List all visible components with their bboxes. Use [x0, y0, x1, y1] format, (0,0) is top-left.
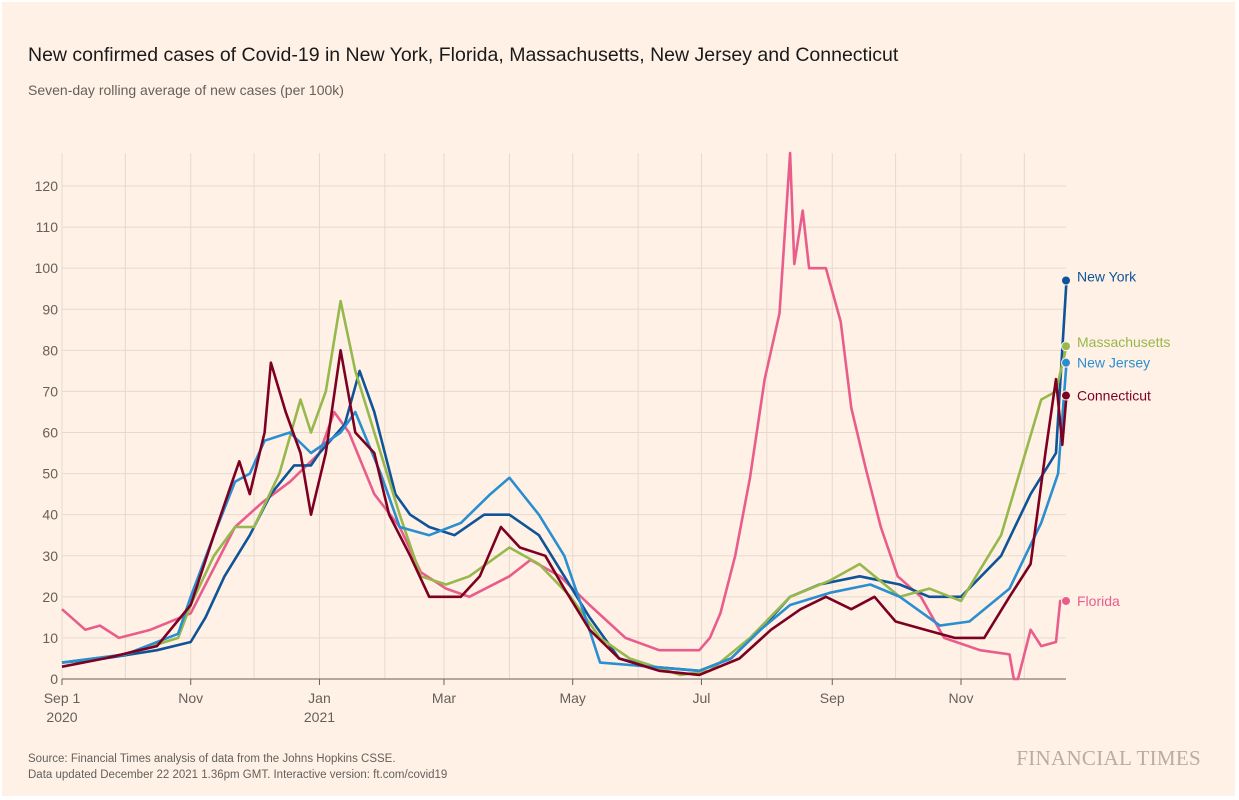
series-label-new-york: New York: [1077, 268, 1137, 284]
y-tick-label: 40: [42, 507, 58, 523]
series-label-connecticut: Connecticut: [1077, 388, 1151, 404]
x-tick-label: Mar: [432, 690, 456, 706]
y-tick-label: 10: [42, 630, 58, 646]
x-tick-year: 2021: [304, 709, 335, 725]
y-tick-label: 0: [50, 671, 58, 687]
y-tick-label: 120: [35, 178, 59, 194]
source-note: Source: Financial Times analysis of data…: [28, 751, 447, 783]
y-tick-label: 110: [36, 219, 59, 235]
y-tick-label: 70: [42, 383, 58, 399]
x-tick-label: May: [559, 690, 585, 706]
chart-title: New confirmed cases of Covid-19 in New Y…: [28, 44, 899, 66]
x-tick-label: Jan: [308, 690, 331, 706]
series-label-florida: Florida: [1077, 593, 1120, 609]
y-tick-label: 20: [42, 589, 58, 605]
y-tick-label: 80: [42, 342, 58, 358]
series-line-massachusetts: [61, 299, 1068, 677]
series-end-marker-new-jersey: [1061, 357, 1071, 368]
series-end-marker-new-york: [1061, 275, 1071, 286]
y-tick-label: 90: [42, 301, 58, 317]
y-tick-label: 30: [42, 548, 58, 564]
source-text: Source: Financial Times analysis of data…: [28, 753, 396, 765]
x-tick-year: 2020: [46, 709, 77, 725]
series-end-marker-connecticut: [1061, 390, 1071, 401]
x-tick-label: Sep 1: [44, 690, 81, 706]
y-tick-label: 60: [42, 425, 58, 441]
x-tick-label: Jul: [692, 690, 710, 706]
chart-subtitle: Seven-day rolling average of new cases (…: [28, 82, 344, 98]
updated-text: Data updated December 22 2021 1.36pm GMT…: [28, 769, 448, 781]
series-end-marker-florida: [1061, 595, 1071, 606]
ft-logo: FINANCIAL TIMES: [1016, 746, 1201, 770]
y-tick-label: 100: [35, 260, 59, 276]
x-tick-label: Sep: [820, 690, 845, 706]
series-label-massachusetts: Massachusetts: [1077, 334, 1170, 350]
y-tick-label: 50: [42, 466, 58, 482]
series-line-florida: [61, 151, 1067, 681]
series-label-new-jersey: New Jersey: [1077, 355, 1150, 371]
series-line-connecticut: [61, 348, 1068, 677]
series-line-new-york: [61, 280, 1068, 673]
series-end-marker-massachusetts: [1061, 341, 1071, 352]
series-line-new-jersey: [61, 362, 1068, 673]
x-tick-label: Nov: [949, 690, 974, 706]
x-tick-label: Nov: [178, 690, 203, 706]
